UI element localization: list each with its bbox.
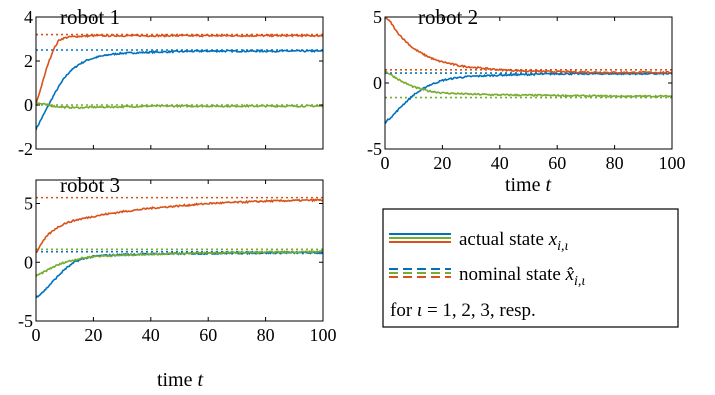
x-tick-label: 20 [433, 153, 451, 173]
plot-box [35, 16, 324, 150]
legend-math-sub: i,ι [557, 239, 568, 254]
x-tick-label: 60 [199, 325, 217, 345]
actual-series-3 [385, 70, 672, 99]
y-tick-label: 0 [373, 73, 382, 93]
actual-series-2 [385, 17, 672, 75]
legend-footer-suffix: = 1, 2, 3, resp. [427, 300, 536, 321]
x-tick-label: 80 [257, 325, 275, 345]
legend-math-x: x [548, 229, 558, 250]
actual-series-3 [36, 102, 323, 110]
x-axis-title-var: t [545, 174, 551, 196]
y-tick-label: -2 [18, 139, 33, 159]
legend-label-actual: actual state xi,ι [459, 229, 569, 254]
legend-label-nominal-text: nominal state [459, 264, 561, 285]
x-axis-title-text: time [157, 369, 198, 391]
legend-label-actual-text: actual state [459, 229, 544, 250]
plot-frame [35, 16, 324, 150]
x-tick-label: 40 [491, 153, 509, 173]
series-group [385, 17, 672, 124]
x-tick-label: 0 [32, 325, 41, 345]
x-tick-label: 0 [381, 153, 390, 173]
x-tick-label: 60 [548, 153, 566, 173]
panel-title: robot 3 [60, 173, 120, 197]
legend-footer-iota: ι [417, 300, 422, 321]
legend-label-nominal: nominal state x̂i,ι [459, 264, 585, 289]
legend-item-actual: actual state xi,ι [389, 229, 569, 254]
y-tick-label: 4 [24, 7, 33, 27]
y-tick-label: 2 [24, 51, 33, 71]
y-tick-label: -5 [367, 139, 382, 159]
legend-footer: for ι = 1, 2, 3, resp. [390, 300, 536, 321]
legend-math-sub: i,ι [574, 274, 585, 289]
y-tick-label: 0 [24, 95, 33, 115]
x-tick-label: 20 [84, 325, 102, 345]
actual-series-1 [385, 71, 672, 124]
legend-footer-prefix: for [390, 300, 413, 321]
y-tick-label: 0 [24, 252, 33, 272]
y-tick-label: 5 [24, 194, 33, 214]
plot-box [35, 179, 324, 322]
x-tick-label: 100 [310, 325, 337, 345]
x-tick-label: 100 [659, 153, 686, 173]
legend-item-nominal: nominal state x̂i,ι [389, 264, 585, 289]
actual-series-3 [36, 249, 323, 277]
legend-math-xhat: x̂ [565, 264, 575, 285]
x-axis-title: time t [157, 369, 204, 391]
y-tick-label: -5 [18, 311, 33, 331]
actual-series-2 [36, 198, 323, 254]
y-tick-label: 5 [373, 7, 382, 27]
x-tick-label: 40 [142, 325, 160, 345]
x-axis-title-var: t [197, 369, 203, 391]
x-tick-label: 80 [606, 153, 624, 173]
series-group [36, 196, 323, 299]
x-axis-title-text: time [505, 174, 546, 196]
series-group [36, 33, 323, 131]
plot-frame [35, 179, 324, 322]
actual-series-1 [36, 49, 323, 131]
x-axis-title: time t [505, 174, 552, 196]
plot-box [384, 16, 673, 150]
actual-series-2 [36, 33, 323, 105]
legend: actual state xi,ι nominal state x̂i,ι fo… [382, 208, 679, 328]
